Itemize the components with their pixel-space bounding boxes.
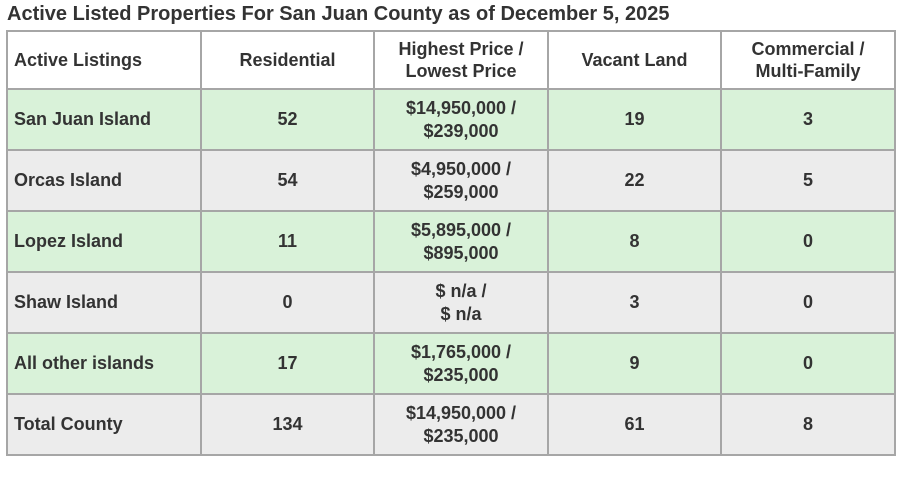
table-header-row: Active Listings Residential Highest Pric…	[6, 30, 896, 90]
cell-price-range: $5,895,000 / $895,000	[373, 210, 549, 273]
cell-commercial: 5	[720, 149, 896, 212]
cell-residential: 0	[200, 271, 375, 334]
header-cell-price: Highest Price / Lowest Price	[373, 30, 549, 90]
page-title: Active Listed Properties For San Juan Co…	[7, 3, 670, 25]
cell-commercial: 0	[720, 271, 896, 334]
table-row-all-other-islands: All other islands 17 $1,765,000 / $235,0…	[6, 332, 896, 395]
cell-island-name: Total County	[6, 393, 202, 456]
cell-price-range: $1,765,000 / $235,000	[373, 332, 549, 395]
cell-vacant-land: 61	[547, 393, 722, 456]
cell-price-range: $ n/a / $ n/a	[373, 271, 549, 334]
cell-vacant-land: 19	[547, 88, 722, 151]
table-row-lopez-island: Lopez Island 11 $5,895,000 / $895,000 8 …	[6, 210, 896, 273]
cell-island-name: San Juan Island	[6, 88, 202, 151]
cell-commercial: 0	[720, 210, 896, 273]
cell-vacant-land: 3	[547, 271, 722, 334]
active-listings-table: Active Listings Residential Highest Pric…	[6, 30, 896, 456]
table-row-total-county: Total County 134 $14,950,000 / $235,000 …	[6, 393, 896, 456]
cell-price-range: $14,950,000 / $239,000	[373, 88, 549, 151]
cell-price-range: $4,950,000 / $259,000	[373, 149, 549, 212]
cell-vacant-land: 8	[547, 210, 722, 273]
table-row-shaw-island: Shaw Island 0 $ n/a / $ n/a 3 0	[6, 271, 896, 334]
cell-residential: 17	[200, 332, 375, 395]
cell-commercial: 0	[720, 332, 896, 395]
cell-commercial: 8	[720, 393, 896, 456]
cell-vacant-land: 22	[547, 149, 722, 212]
cell-price-range: $14,950,000 / $235,000	[373, 393, 549, 456]
cell-residential: 54	[200, 149, 375, 212]
cell-island-name: Shaw Island	[6, 271, 202, 334]
header-cell-vacant-land: Vacant Land	[547, 30, 722, 90]
header-cell-residential: Residential	[200, 30, 375, 90]
table-row-san-juan-island: San Juan Island 52 $14,950,000 / $239,00…	[6, 88, 896, 151]
cell-island-name: Lopez Island	[6, 210, 202, 273]
cell-vacant-land: 9	[547, 332, 722, 395]
cell-commercial: 3	[720, 88, 896, 151]
header-cell-commercial: Commercial / Multi-Family	[720, 30, 896, 90]
cell-residential: 11	[200, 210, 375, 273]
cell-island-name: All other islands	[6, 332, 202, 395]
cell-residential: 134	[200, 393, 375, 456]
header-cell-active-listings: Active Listings	[6, 30, 202, 90]
cell-residential: 52	[200, 88, 375, 151]
table-row-orcas-island: Orcas Island 54 $4,950,000 / $259,000 22…	[6, 149, 896, 212]
cell-island-name: Orcas Island	[6, 149, 202, 212]
